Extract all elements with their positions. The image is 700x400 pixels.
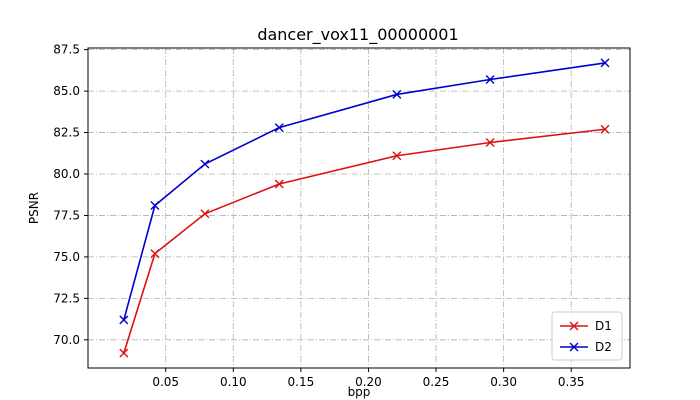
grid-lines xyxy=(88,48,630,368)
series-line-d2 xyxy=(123,62,606,321)
legend-item-d2: D2 xyxy=(560,340,612,354)
series-d2 xyxy=(119,58,610,325)
series-line-d1 xyxy=(123,128,606,354)
x-axis-label: bpp xyxy=(348,385,371,399)
data-point xyxy=(274,123,284,133)
legend: D1 D2 xyxy=(551,311,623,361)
legend-marker xyxy=(569,342,579,352)
chart-title: dancer_vox11_00000001 xyxy=(257,25,458,45)
data-point xyxy=(485,138,495,148)
data-point xyxy=(274,179,284,189)
data-point xyxy=(200,159,210,169)
x-tick-label: 0.25 xyxy=(423,375,450,389)
series-layer xyxy=(119,58,610,358)
legend-marker xyxy=(569,321,579,331)
y-tick-label: 75.0 xyxy=(53,250,80,264)
x-tick-label: 0.35 xyxy=(558,375,585,389)
plot-frame xyxy=(87,47,631,369)
x-tick-label: 0.10 xyxy=(220,375,247,389)
legend-box xyxy=(551,311,623,361)
data-point xyxy=(600,58,610,68)
data-point xyxy=(150,201,160,211)
data-point xyxy=(119,315,129,325)
legend-item-d1: D1 xyxy=(560,319,612,333)
x-tick-label: 0.20 xyxy=(355,375,382,389)
y-tick-label: 70.0 xyxy=(53,333,80,347)
x-tick-label: 0.05 xyxy=(152,375,179,389)
y-axis-label: PSNR xyxy=(27,192,41,224)
data-point xyxy=(119,348,129,358)
y-tick-label: 80.0 xyxy=(53,167,80,181)
x-tick-label: 0.30 xyxy=(490,375,517,389)
y-tick-label: 82.5 xyxy=(53,126,80,140)
axis-ticks: 0.05 0.10 0.15 0.20 0.25 0.30 0.35 70.0 72.5 75.0… xyxy=(53,43,584,389)
data-point xyxy=(600,124,610,134)
data-point xyxy=(485,75,495,84)
data-point xyxy=(392,89,402,99)
data-point xyxy=(392,151,402,161)
y-tick-label: 85.0 xyxy=(53,84,80,98)
y-tick-label: 77.5 xyxy=(53,208,80,222)
x-tick-label: 0.15 xyxy=(288,375,315,389)
legend-label: D2 xyxy=(595,340,612,354)
data-point xyxy=(150,249,160,259)
series-d1 xyxy=(119,124,610,358)
y-tick-label: 72.5 xyxy=(53,291,80,305)
legend-label: D1 xyxy=(595,319,612,333)
y-tick-label: 87.5 xyxy=(53,43,80,57)
data-point xyxy=(200,209,210,219)
